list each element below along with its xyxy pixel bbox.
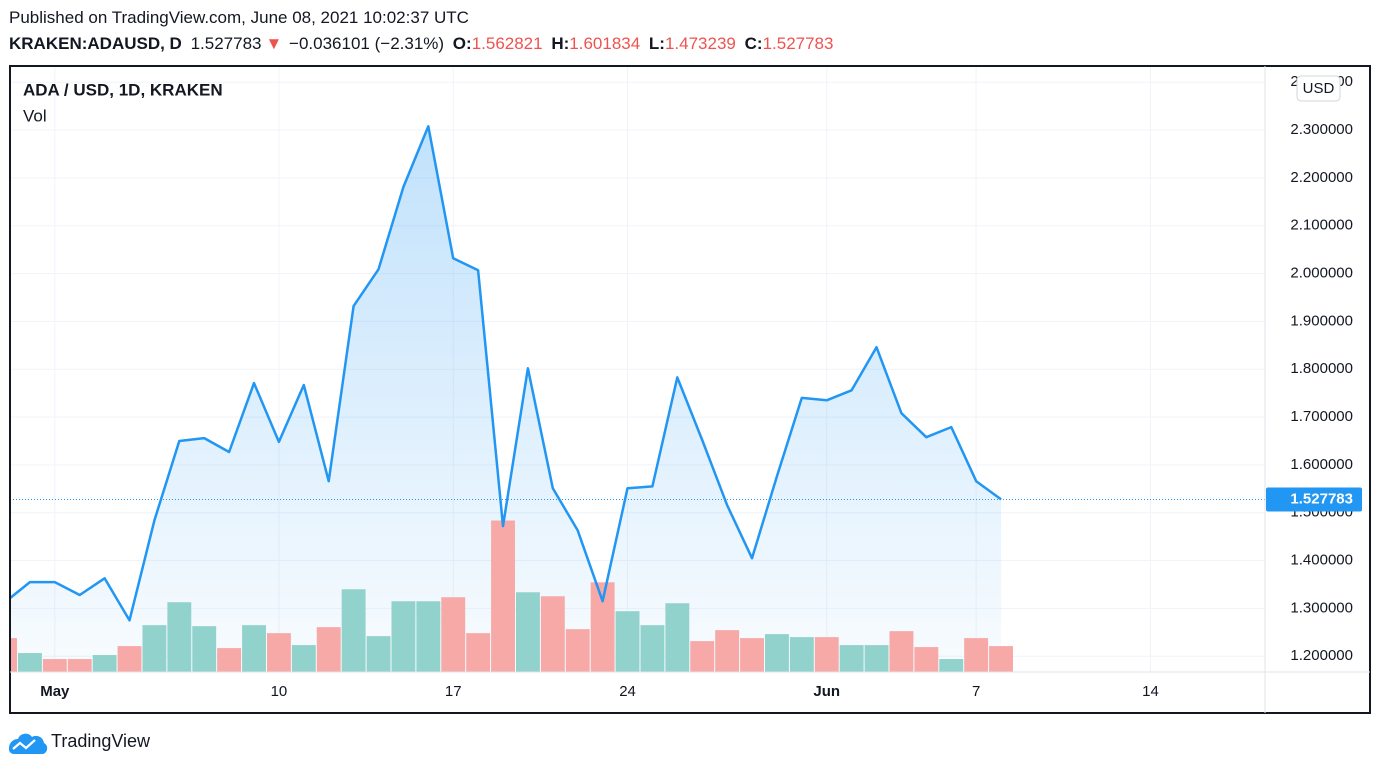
y-tick-label: 2.300000 — [1290, 121, 1353, 138]
last-price-label: 1.527783 — [1290, 490, 1353, 507]
x-tick-label: 17 — [445, 683, 462, 700]
volume-bar — [814, 637, 839, 672]
volume-bar — [391, 601, 416, 672]
volume-bar — [889, 631, 914, 672]
volume-bar — [366, 636, 391, 672]
logo-cloud — [8, 733, 48, 755]
volume-bar — [615, 611, 640, 672]
volume-bar — [466, 633, 491, 672]
volume-bar — [515, 592, 540, 672]
y-tick-label: 2.100000 — [1290, 217, 1353, 234]
volume-bar — [789, 637, 814, 672]
volume-bar — [939, 659, 964, 672]
logo-line — [12, 739, 36, 750]
legend-volume: Vol — [23, 106, 47, 125]
plot-area — [10, 125, 1265, 672]
x-tick-label: 24 — [619, 683, 636, 700]
volume-bar — [17, 653, 42, 672]
x-tick-label: May — [40, 683, 70, 700]
volume-bar — [192, 626, 217, 672]
axes: 1.2000001.3000001.4000001.5000001.600000… — [40, 73, 1362, 700]
high: 1.601834 — [569, 34, 641, 53]
x-tick-label: Jun — [813, 683, 840, 700]
open-label: O: — [452, 34, 472, 53]
volume-bar — [167, 602, 192, 672]
volume-bar — [715, 630, 740, 672]
x-tick-label: 7 — [972, 683, 980, 700]
volume-bar — [266, 633, 291, 672]
volume-bar — [740, 638, 764, 672]
volume-bar — [914, 647, 939, 672]
x-tick-label: 10 — [271, 683, 288, 700]
price-line — [10, 125, 1002, 622]
volume-bar — [839, 645, 864, 672]
volume-bar — [42, 659, 67, 672]
published-line: Published on TradingView.com, June 08, 2… — [9, 8, 469, 27]
y-tick-label: 1.400000 — [1290, 552, 1353, 569]
footer-logo — [8, 733, 48, 755]
volume-bar — [640, 625, 665, 672]
down-arrow: ▼ — [265, 34, 283, 53]
volume-bar — [142, 625, 167, 672]
volume-bar — [441, 597, 466, 672]
volume-bar — [92, 655, 117, 672]
y-tick-label: 1.900000 — [1290, 312, 1353, 329]
volume-bar — [291, 645, 316, 672]
volume-bar — [67, 659, 92, 672]
close: 1.527783 — [762, 34, 834, 53]
y-tick-label: 1.700000 — [1290, 408, 1353, 425]
volume-bar — [117, 646, 142, 672]
volume-bar — [864, 645, 889, 672]
footer-brand: TradingView — [51, 731, 151, 751]
symbol-line: KRAKEN:ADAUSD, D 1.527783 ▼ −0.036101 (−2… — [9, 34, 837, 54]
open: 1.562821 — [471, 34, 543, 53]
symbol: KRAKEN:ADAUSD, D — [9, 34, 182, 53]
volume-bar — [540, 596, 565, 672]
volume-bar — [590, 582, 615, 672]
volume-bar — [217, 648, 242, 672]
volume-bar — [242, 625, 266, 672]
y-tick-label: 1.200000 — [1290, 647, 1353, 664]
volume-bar — [764, 634, 789, 672]
low: 1.473239 — [664, 34, 736, 53]
volume-bar — [341, 589, 366, 672]
y-tick-label: 1.300000 — [1290, 599, 1353, 616]
volume-bar — [565, 629, 590, 672]
currency-box[interactable] — [1296, 75, 1341, 102]
currency-button[interactable]: USD — [1296, 75, 1341, 102]
legend-main: ADA / USD, 1D, KRAKEN — [23, 80, 223, 99]
y-tick-label: 2.000000 — [1290, 265, 1353, 282]
volume-bar — [989, 646, 1014, 672]
price-area — [10, 126, 1002, 672]
y-tick-label: 1.800000 — [1290, 360, 1353, 377]
volume-bar — [690, 641, 715, 672]
last-price-box — [1266, 487, 1362, 512]
volume-bar — [10, 638, 17, 672]
volume-bar — [416, 601, 441, 672]
volume-bar — [964, 638, 989, 672]
last-price: 1.527783 — [190, 34, 262, 53]
volume-bar — [665, 603, 690, 672]
currency-label[interactable]: USD — [1303, 80, 1335, 97]
y-tick-label: 2.200000 — [1290, 169, 1353, 186]
low-label: L: — [648, 34, 665, 53]
volume-bar — [316, 627, 341, 672]
close-label: C: — [744, 34, 763, 53]
chart-frame — [9, 65, 1371, 714]
change: −0.036101 (−2.31%) — [289, 34, 445, 53]
y-tick-label: 1.600000 — [1290, 456, 1353, 473]
x-tick-label: 14 — [1142, 683, 1159, 700]
volume-bar — [491, 520, 515, 672]
high-label: H: — [551, 34, 570, 53]
